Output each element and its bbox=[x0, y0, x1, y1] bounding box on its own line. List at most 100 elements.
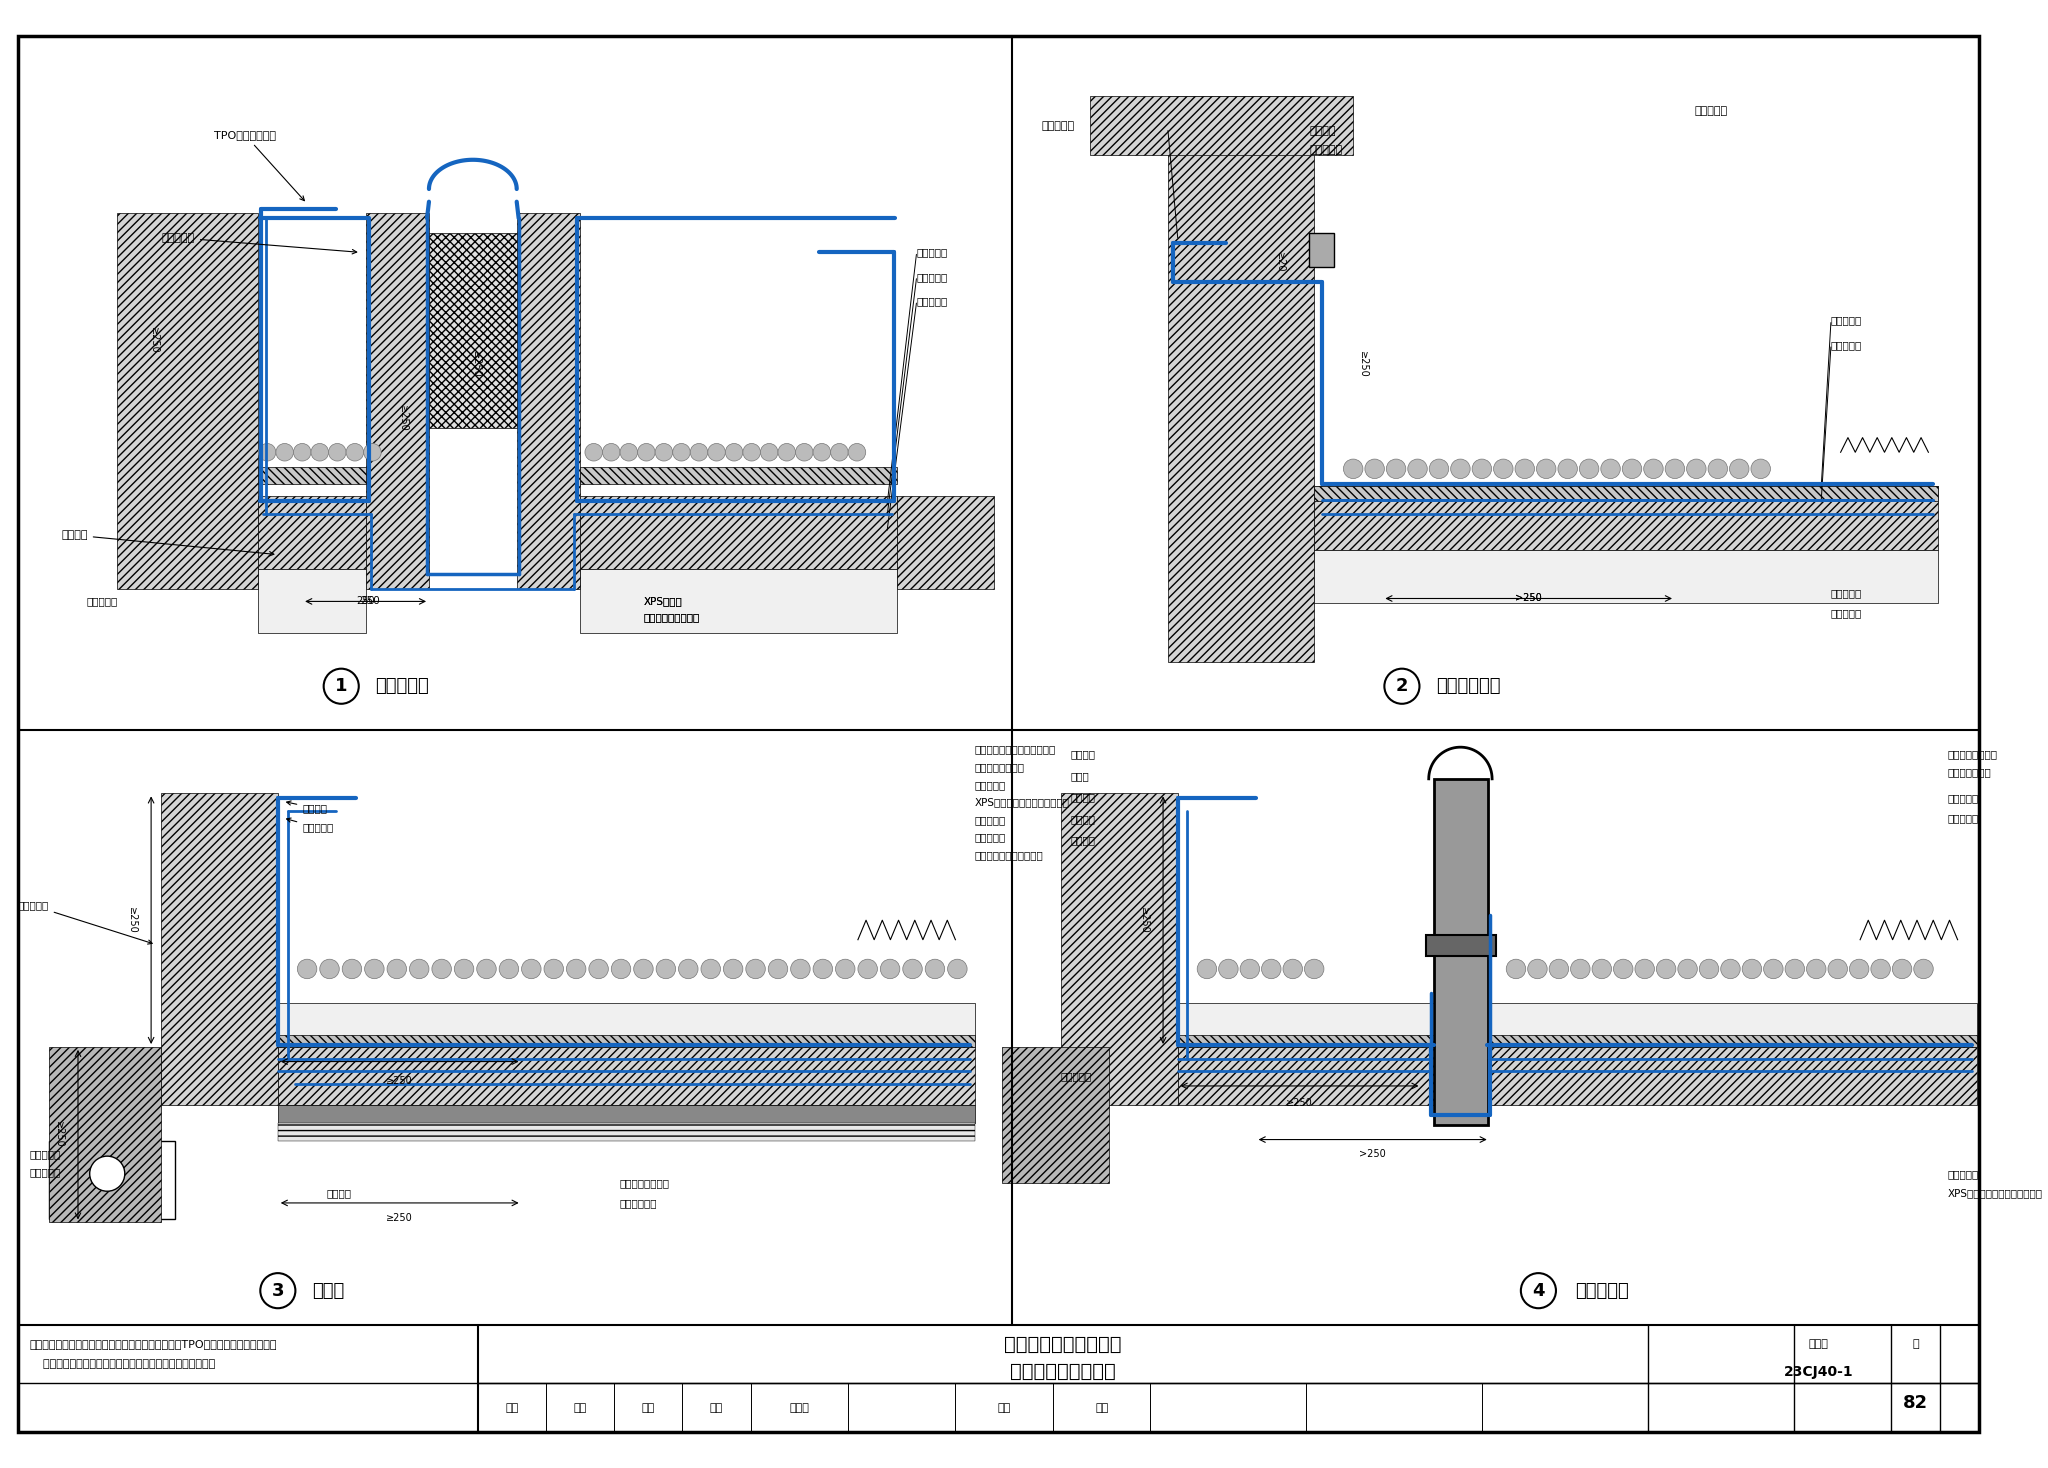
Text: 卷材防水层: 卷材防水层 bbox=[1831, 316, 1862, 326]
Circle shape bbox=[1657, 959, 1675, 979]
Text: ≥250: ≥250 bbox=[1286, 1098, 1313, 1108]
Circle shape bbox=[690, 443, 709, 461]
Circle shape bbox=[1386, 459, 1405, 479]
Circle shape bbox=[276, 443, 293, 461]
Text: >250: >250 bbox=[1516, 593, 1542, 603]
Circle shape bbox=[1282, 959, 1303, 979]
Bar bbox=[1487, 1035, 1976, 1047]
Text: 断级配砂: 断级配砂 bbox=[326, 1188, 352, 1198]
Text: ≥250: ≥250 bbox=[387, 1213, 414, 1223]
Bar bbox=[1315, 486, 1937, 501]
Circle shape bbox=[293, 443, 311, 461]
Text: 聚酯无纺布过滤层: 聚酯无纺布过滤层 bbox=[618, 1179, 670, 1189]
Circle shape bbox=[1602, 459, 1620, 479]
Bar bbox=[1309, 233, 1333, 267]
Bar bbox=[258, 496, 367, 570]
Circle shape bbox=[1548, 959, 1569, 979]
Text: 断级配砂: 断级配砂 bbox=[1071, 835, 1096, 846]
Circle shape bbox=[1384, 669, 1419, 703]
Bar bbox=[1167, 97, 1315, 662]
Text: >250: >250 bbox=[1360, 1149, 1386, 1160]
Circle shape bbox=[311, 443, 328, 461]
Circle shape bbox=[1614, 959, 1632, 979]
Bar bbox=[428, 233, 516, 427]
Circle shape bbox=[903, 959, 922, 979]
Circle shape bbox=[778, 443, 795, 461]
Text: ≥250: ≥250 bbox=[127, 907, 137, 934]
Text: 卷材防水层: 卷材防水层 bbox=[915, 248, 948, 257]
Circle shape bbox=[1571, 959, 1589, 979]
Circle shape bbox=[745, 959, 766, 979]
Circle shape bbox=[319, 959, 340, 979]
Circle shape bbox=[926, 959, 944, 979]
Circle shape bbox=[455, 959, 473, 979]
Circle shape bbox=[1743, 959, 1761, 979]
Bar bbox=[1178, 1047, 1434, 1105]
Text: 赵亮: 赵亮 bbox=[1096, 1402, 1108, 1412]
Circle shape bbox=[1677, 959, 1698, 979]
Circle shape bbox=[672, 443, 690, 461]
Circle shape bbox=[858, 959, 877, 979]
Text: 混凝土屋面（结构找坡）: 混凝土屋面（结构找坡） bbox=[975, 850, 1044, 860]
Text: 高低跨变形缝: 高低跨变形缝 bbox=[1436, 677, 1501, 696]
Circle shape bbox=[324, 669, 358, 703]
Text: XPS保温层（厚度按设计要求）: XPS保温层（厚度按设计要求） bbox=[975, 797, 1069, 807]
Circle shape bbox=[1806, 959, 1827, 979]
Circle shape bbox=[678, 959, 698, 979]
Text: （厚度按设计要求）: （厚度按设计要求） bbox=[643, 612, 700, 622]
Text: 聚酯无纺布隔离层: 聚酯无纺布隔离层 bbox=[975, 762, 1024, 772]
Circle shape bbox=[813, 443, 831, 461]
Circle shape bbox=[1505, 959, 1526, 979]
Bar bbox=[1090, 97, 1354, 156]
Text: 变形缝组件: 变形缝组件 bbox=[162, 233, 356, 254]
Text: 防水附加层: 防水附加层 bbox=[1831, 608, 1862, 618]
Text: ≥250: ≥250 bbox=[1358, 351, 1368, 377]
Circle shape bbox=[1198, 959, 1217, 979]
Circle shape bbox=[1591, 959, 1612, 979]
Circle shape bbox=[655, 959, 676, 979]
Circle shape bbox=[700, 959, 721, 979]
Text: 张项: 张项 bbox=[573, 1402, 586, 1412]
Circle shape bbox=[1528, 959, 1546, 979]
Text: 卵石、干铺块材、: 卵石、干铺块材、 bbox=[1948, 750, 1999, 759]
Circle shape bbox=[567, 959, 586, 979]
Text: ≥250: ≥250 bbox=[53, 1122, 63, 1148]
Text: TPO防水卷材覆盖: TPO防水卷材覆盖 bbox=[215, 131, 305, 201]
Text: ≥250: ≥250 bbox=[1139, 907, 1149, 934]
Bar bbox=[1178, 1003, 1434, 1047]
Text: 卵石隔离带: 卵石隔离带 bbox=[1694, 106, 1729, 116]
Circle shape bbox=[1913, 959, 1933, 979]
Text: 干铺块材: 干铺块材 bbox=[1071, 813, 1096, 824]
Text: 压条收口: 压条收口 bbox=[1309, 126, 1335, 135]
Text: 无纺布包裹: 无纺布包裹 bbox=[29, 1167, 61, 1177]
Circle shape bbox=[1872, 959, 1890, 979]
Circle shape bbox=[795, 443, 813, 461]
Text: ≥20: ≥20 bbox=[1276, 252, 1284, 273]
Circle shape bbox=[1751, 459, 1769, 479]
Text: 保护面层: 保护面层 bbox=[61, 530, 274, 556]
Circle shape bbox=[1708, 459, 1729, 479]
Circle shape bbox=[297, 959, 317, 979]
Bar bbox=[258, 467, 367, 484]
Circle shape bbox=[813, 959, 834, 979]
Circle shape bbox=[432, 959, 451, 979]
Text: 卵石、干铺块材、种植压铺层: 卵石、干铺块材、种植压铺层 bbox=[975, 744, 1057, 755]
Circle shape bbox=[791, 959, 811, 979]
Text: 女儿墙: 女儿墙 bbox=[311, 1282, 344, 1299]
Circle shape bbox=[586, 443, 602, 461]
Circle shape bbox=[342, 959, 362, 979]
Circle shape bbox=[1645, 459, 1663, 479]
Text: （厚度按设计要求）: （厚度按设计要求） bbox=[643, 612, 700, 622]
Text: 卷材防水层: 卷材防水层 bbox=[1831, 341, 1862, 349]
Text: 卷材防水层: 卷材防水层 bbox=[975, 815, 1006, 825]
Circle shape bbox=[831, 443, 848, 461]
Circle shape bbox=[1305, 959, 1323, 979]
Circle shape bbox=[477, 959, 496, 979]
Circle shape bbox=[1849, 959, 1870, 979]
Text: 设计: 设计 bbox=[997, 1402, 1012, 1412]
Text: 页: 页 bbox=[1913, 1339, 1919, 1349]
Circle shape bbox=[1450, 459, 1470, 479]
Bar bbox=[279, 1003, 975, 1047]
Bar bbox=[49, 1047, 162, 1223]
Circle shape bbox=[602, 443, 621, 461]
